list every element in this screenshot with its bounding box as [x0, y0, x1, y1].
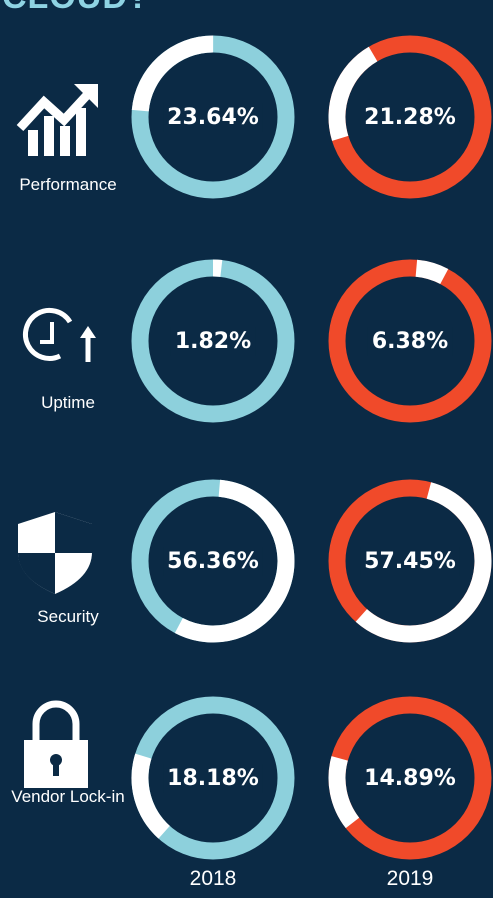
donut-segment — [328, 46, 378, 141]
value-label: 18.18% — [167, 766, 259, 791]
value-label: 21.28% — [364, 105, 456, 130]
series-label: 2019 — [386, 867, 434, 890]
title: CLOUD? — [2, 0, 150, 17]
category-label: Uptime — [41, 393, 95, 412]
value-label-bg — [163, 764, 263, 793]
value-label: 6.38% — [372, 329, 448, 354]
uptime-icon — [22, 307, 96, 362]
value-label-bg — [170, 327, 256, 356]
value-label: 1.82% — [175, 329, 251, 354]
category-label: Security — [37, 607, 99, 626]
category-label: Performance — [19, 175, 117, 194]
value-label-bg — [360, 547, 460, 576]
donut-segment — [355, 482, 492, 643]
value-label: 56.36% — [167, 549, 259, 574]
donut-segment — [131, 753, 171, 839]
value-label-bg — [360, 103, 460, 132]
donut-segment — [415, 259, 449, 285]
value-label-bg — [163, 103, 263, 132]
donut-segment — [174, 479, 295, 643]
series-label: 2018 — [189, 867, 237, 890]
value-label-bg — [367, 327, 453, 356]
donut-segment — [131, 35, 214, 112]
value-label: 23.64% — [167, 105, 259, 130]
donut-segment — [328, 756, 360, 829]
donut-ring — [328, 259, 492, 423]
value-label-bg — [360, 764, 460, 793]
value-label: 57.45% — [364, 549, 456, 574]
category-label: Vendor Lock-in — [11, 787, 125, 806]
value-label-bg — [163, 547, 263, 576]
performance-icon — [16, 84, 98, 156]
security-icon — [18, 512, 92, 594]
value-label: 14.89% — [364, 766, 456, 791]
lock-icon — [24, 700, 88, 788]
